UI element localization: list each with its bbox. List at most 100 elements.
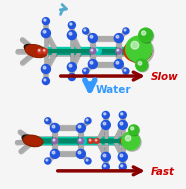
Circle shape: [142, 31, 146, 35]
Circle shape: [79, 137, 86, 144]
Circle shape: [138, 61, 142, 65]
Circle shape: [69, 32, 72, 35]
Circle shape: [125, 136, 131, 141]
Circle shape: [78, 151, 81, 154]
Circle shape: [120, 154, 123, 157]
Circle shape: [114, 60, 123, 69]
Circle shape: [95, 139, 97, 141]
Circle shape: [122, 132, 140, 150]
Circle shape: [43, 30, 46, 33]
Circle shape: [119, 112, 126, 119]
Circle shape: [46, 159, 48, 161]
Circle shape: [123, 28, 129, 34]
Circle shape: [94, 138, 99, 143]
Circle shape: [90, 35, 93, 38]
FancyArrowPatch shape: [60, 5, 66, 14]
Circle shape: [88, 138, 93, 143]
Circle shape: [83, 28, 89, 34]
Circle shape: [128, 38, 154, 64]
Circle shape: [78, 125, 81, 128]
Circle shape: [42, 77, 49, 84]
Ellipse shape: [24, 44, 40, 54]
Circle shape: [70, 75, 72, 77]
Circle shape: [101, 152, 110, 161]
Ellipse shape: [23, 135, 43, 147]
Circle shape: [104, 113, 106, 115]
Circle shape: [44, 79, 46, 81]
Circle shape: [102, 163, 109, 170]
Circle shape: [69, 64, 72, 67]
Circle shape: [103, 154, 106, 157]
Circle shape: [86, 119, 88, 121]
Ellipse shape: [126, 42, 150, 60]
Circle shape: [118, 152, 127, 161]
Circle shape: [94, 48, 101, 55]
Text: Water: Water: [96, 85, 131, 95]
Circle shape: [90, 49, 95, 53]
Text: Slow: Slow: [151, 72, 179, 82]
Ellipse shape: [121, 135, 137, 147]
Circle shape: [50, 123, 59, 132]
Circle shape: [104, 165, 106, 167]
Circle shape: [116, 35, 119, 38]
Circle shape: [78, 138, 84, 144]
Circle shape: [67, 63, 76, 72]
Circle shape: [50, 149, 59, 158]
Circle shape: [124, 29, 126, 31]
Circle shape: [52, 138, 58, 144]
Circle shape: [101, 120, 110, 129]
Circle shape: [118, 120, 127, 129]
Ellipse shape: [124, 40, 152, 62]
Circle shape: [88, 60, 97, 69]
Circle shape: [129, 126, 140, 136]
Circle shape: [139, 28, 153, 42]
Circle shape: [52, 125, 55, 128]
Circle shape: [43, 50, 45, 51]
Circle shape: [68, 22, 75, 29]
Text: Fast: Fast: [151, 167, 175, 177]
Circle shape: [121, 165, 123, 167]
Circle shape: [96, 49, 98, 51]
Circle shape: [137, 60, 149, 72]
Circle shape: [44, 19, 46, 21]
Circle shape: [41, 29, 50, 38]
Circle shape: [103, 122, 106, 125]
Circle shape: [121, 113, 123, 115]
Ellipse shape: [26, 46, 46, 57]
Circle shape: [123, 68, 129, 74]
Ellipse shape: [25, 137, 41, 145]
Circle shape: [119, 163, 126, 170]
Circle shape: [42, 49, 47, 53]
Circle shape: [43, 66, 46, 69]
Circle shape: [53, 139, 55, 141]
Circle shape: [79, 139, 81, 141]
Circle shape: [68, 74, 75, 81]
Circle shape: [90, 48, 96, 54]
Circle shape: [42, 18, 49, 25]
Circle shape: [88, 34, 97, 43]
Circle shape: [46, 119, 48, 121]
Circle shape: [83, 68, 89, 74]
Circle shape: [70, 23, 72, 25]
Circle shape: [129, 125, 139, 135]
Circle shape: [131, 41, 139, 49]
Circle shape: [124, 69, 126, 71]
Circle shape: [140, 29, 154, 43]
Circle shape: [84, 69, 86, 71]
Circle shape: [126, 36, 152, 62]
Circle shape: [45, 118, 51, 124]
Circle shape: [76, 149, 85, 158]
Circle shape: [102, 112, 109, 119]
Circle shape: [39, 50, 40, 51]
Circle shape: [85, 158, 91, 164]
Ellipse shape: [22, 135, 36, 143]
Circle shape: [91, 49, 93, 51]
Circle shape: [84, 29, 86, 31]
Circle shape: [131, 127, 134, 130]
Circle shape: [67, 31, 76, 40]
Circle shape: [37, 49, 42, 53]
Circle shape: [76, 123, 85, 132]
Circle shape: [114, 34, 123, 43]
Circle shape: [85, 118, 91, 124]
Circle shape: [41, 65, 50, 74]
